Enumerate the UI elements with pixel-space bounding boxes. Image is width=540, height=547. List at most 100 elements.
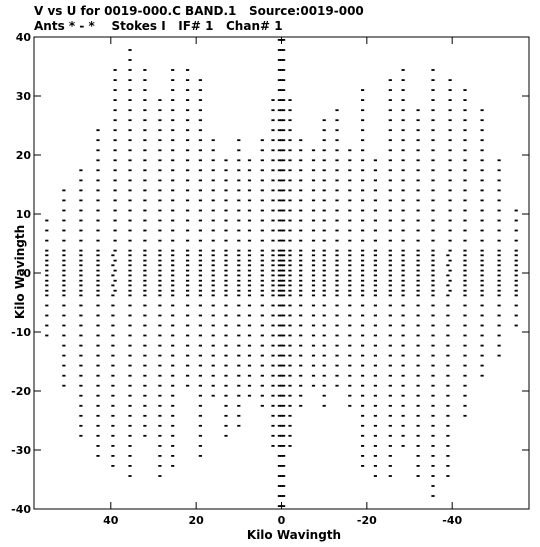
uv-point [211,249,215,252]
uv-point [311,219,316,222]
uv-point [171,209,175,212]
uv-point [277,465,281,467]
uv-point [335,149,339,152]
uv-point [260,364,264,367]
uv-point [448,249,452,252]
uv-point [211,199,215,202]
uv-point [288,289,292,292]
uv-point [282,374,286,377]
uv-point [335,169,339,172]
uv-point [143,219,147,222]
uv-point [62,249,66,252]
uv-point [288,249,292,252]
uv-point [348,364,352,367]
uv-point [431,384,435,387]
uv-point [361,284,365,287]
uv-point [279,59,284,61]
uv-point [463,139,467,142]
uv-point [260,219,264,222]
uv-point [62,229,66,232]
uv-point [373,465,377,467]
uv-point [288,294,292,297]
uv-point [198,334,202,337]
uv-point [416,264,420,267]
uv-point [158,374,162,377]
uv-point [260,314,264,317]
uv-point [211,259,215,262]
uv-point [335,364,339,367]
uv-point [401,209,405,212]
uv-point [237,424,241,427]
uv-point [514,289,518,292]
uv-point [335,289,339,292]
uv-point [288,304,292,307]
uv-point [322,209,326,212]
uv-point [446,254,450,257]
uv-point [277,364,281,367]
uv-point [431,249,435,252]
uv-point [198,199,202,202]
uv-point [282,129,286,132]
uv-point [416,209,420,212]
uv-point [271,169,275,172]
uv-point [322,179,326,182]
uv-point [158,219,162,222]
uv-point [361,99,365,101]
uv-point [211,304,215,307]
uv-point [143,289,147,292]
uv-point [113,189,117,192]
uv-point [260,324,264,327]
uv-point [62,254,66,257]
uv-point [448,209,452,212]
uv-point [260,179,264,182]
uv-point [79,334,83,337]
uv-point [277,89,281,91]
uv-point [322,169,326,172]
uv-point [62,324,66,327]
uv-point [260,344,264,347]
uv-point [373,314,377,317]
uv-point [514,239,518,242]
uv-point [96,139,100,142]
uv-point [361,404,365,407]
uv-point [79,219,83,222]
uv-point [79,209,83,212]
uv-point [361,119,365,122]
uv-point [113,269,117,272]
uv-point [186,304,190,307]
uv-point [361,455,365,457]
uv-point [198,314,202,317]
uv-point [401,264,405,267]
uv-point [416,169,420,172]
uv-point [388,314,392,317]
uv-point [514,284,518,287]
uv-point [158,139,162,142]
uv-point [401,139,405,142]
uv-point [111,394,115,397]
x-tick-label: 40 [103,514,119,527]
uv-point [186,254,190,257]
y-tick-label: 0 [23,267,31,280]
uv-point [277,99,281,101]
uv-point [448,99,452,101]
uv-point [279,99,284,101]
uv-point [45,294,49,297]
uv-point [446,334,450,337]
uv-point [322,384,326,387]
uv-point [514,254,518,257]
uv-point [416,475,420,477]
uv-point [237,314,241,317]
uv-point [373,284,377,287]
uv-point [322,239,326,242]
uv-point [373,394,377,397]
uv-point [224,249,228,252]
uv-point [271,239,275,242]
uv-point [260,239,264,242]
uv-point [198,169,202,172]
uv-point [198,414,202,417]
uv-point [79,394,83,397]
uv-point [514,274,518,277]
uv-point [446,434,450,437]
uv-point [45,259,49,262]
uv-point [279,284,284,287]
